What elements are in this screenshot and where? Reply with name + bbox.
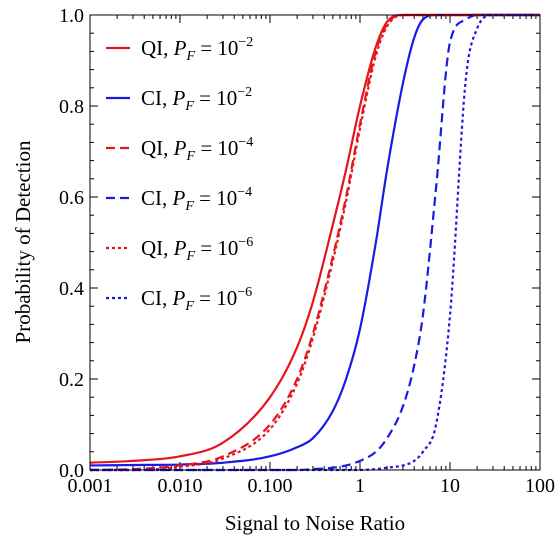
x-tick-label: 10 [440, 475, 460, 497]
y-tick-label: 0.4 [59, 278, 84, 300]
x-tick-label: 0.001 [68, 475, 113, 497]
series-line-3 [89, 13, 540, 472]
legend-entry-6: CI, PF = 10−6 [141, 285, 252, 314]
legend-entry-3: QI, PF = 10−4 [141, 135, 253, 164]
series-line-5 [90, 13, 540, 472]
x-tick-label: 100 [525, 475, 555, 497]
x-tick-label: 0.010 [158, 475, 203, 497]
series-line-4 [90, 13, 540, 472]
series-line-6 [90, 13, 540, 472]
legend-entry-2: CI, PF = 10−2 [141, 85, 252, 114]
legend-entry-4: CI, PF = 10−4 [141, 185, 252, 214]
y-tick-label: 0.6 [59, 187, 84, 209]
y-tick-label: 1.0 [59, 5, 84, 27]
legend: QI, PF = 10−2 CI, PF = 10−2 QI, PF = 10−4 C… [106, 35, 253, 314]
x-axis-label: Signal to Noise Ratio [225, 511, 405, 535]
legend-entry-1: QI, PF = 10−2 [141, 35, 253, 64]
y-tick-label: 0.8 [59, 96, 84, 118]
tick-labels: 0.001 0.010 0.100 1 10 100 0.0 0.2 0.4 0.6 0.8 1.0 [59, 5, 555, 497]
x-tick-label: 0.100 [248, 475, 293, 497]
x-tick-label: 1 [355, 475, 365, 497]
legend-entry-5: QI, PF = 10−6 [141, 235, 253, 264]
y-axis-label: Probability of Detection [11, 140, 35, 343]
plot-frame [89, 14, 541, 471]
y-tick-label: 0.2 [59, 369, 84, 391]
y-tick-label: 0.0 [59, 460, 84, 482]
